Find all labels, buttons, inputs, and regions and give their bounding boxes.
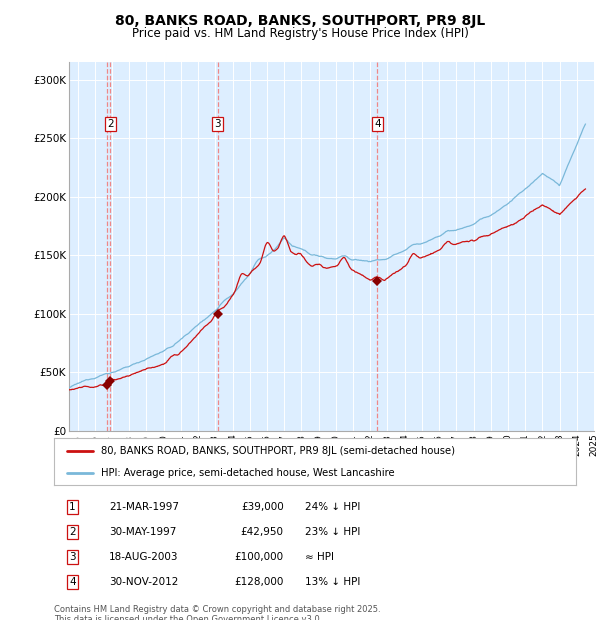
Text: 3: 3 bbox=[214, 119, 221, 129]
Text: 80, BANKS ROAD, BANKS, SOUTHPORT, PR9 8JL: 80, BANKS ROAD, BANKS, SOUTHPORT, PR9 8J… bbox=[115, 14, 485, 28]
Text: 23% ↓ HPI: 23% ↓ HPI bbox=[305, 527, 360, 537]
Text: 30-MAY-1997: 30-MAY-1997 bbox=[109, 527, 176, 537]
Text: 2: 2 bbox=[107, 119, 114, 129]
Text: 2: 2 bbox=[69, 527, 76, 537]
Text: £100,000: £100,000 bbox=[235, 552, 284, 562]
Text: £39,000: £39,000 bbox=[241, 502, 284, 512]
Text: 13% ↓ HPI: 13% ↓ HPI bbox=[305, 577, 360, 587]
Text: 18-AUG-2003: 18-AUG-2003 bbox=[109, 552, 178, 562]
Text: 3: 3 bbox=[69, 552, 76, 562]
Text: 4: 4 bbox=[69, 577, 76, 587]
Text: 30-NOV-2012: 30-NOV-2012 bbox=[109, 577, 178, 587]
Text: 4: 4 bbox=[374, 119, 381, 129]
Text: Contains HM Land Registry data © Crown copyright and database right 2025.
This d: Contains HM Land Registry data © Crown c… bbox=[54, 604, 380, 620]
Text: £128,000: £128,000 bbox=[235, 577, 284, 587]
Text: 21-MAR-1997: 21-MAR-1997 bbox=[109, 502, 179, 512]
Text: 1: 1 bbox=[69, 502, 76, 512]
Text: 80, BANKS ROAD, BANKS, SOUTHPORT, PR9 8JL (semi-detached house): 80, BANKS ROAD, BANKS, SOUTHPORT, PR9 8J… bbox=[101, 446, 455, 456]
Text: HPI: Average price, semi-detached house, West Lancashire: HPI: Average price, semi-detached house,… bbox=[101, 468, 395, 478]
Text: ≈ HPI: ≈ HPI bbox=[305, 552, 334, 562]
Text: Price paid vs. HM Land Registry's House Price Index (HPI): Price paid vs. HM Land Registry's House … bbox=[131, 27, 469, 40]
Text: 24% ↓ HPI: 24% ↓ HPI bbox=[305, 502, 360, 512]
Text: £42,950: £42,950 bbox=[241, 527, 284, 537]
